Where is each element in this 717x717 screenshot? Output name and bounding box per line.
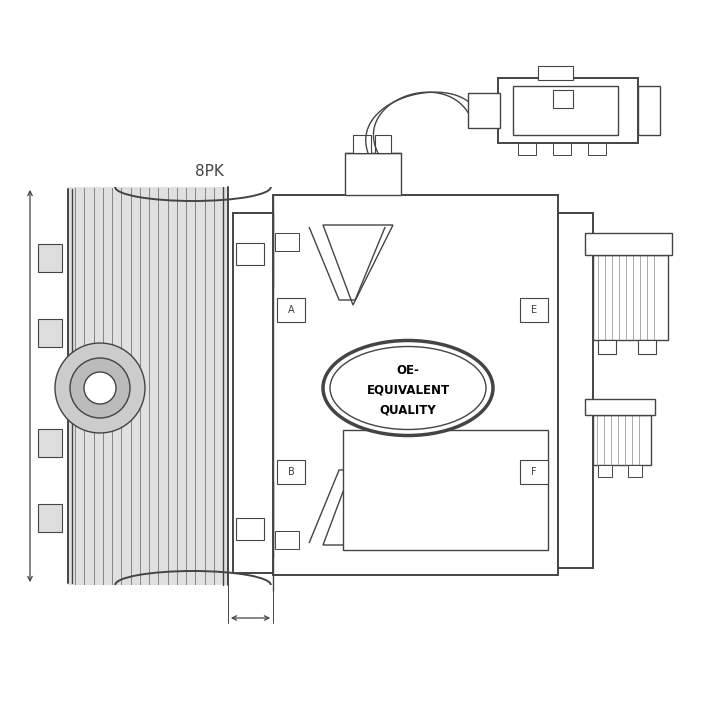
Bar: [520, 460, 548, 484]
Ellipse shape: [323, 341, 493, 435]
Bar: [38, 429, 62, 457]
Bar: [585, 233, 672, 255]
Bar: [275, 233, 299, 251]
Bar: [598, 340, 616, 354]
Bar: [353, 135, 371, 153]
Bar: [628, 465, 642, 477]
Bar: [468, 93, 500, 128]
Bar: [68, 187, 228, 585]
Bar: [585, 399, 655, 415]
Text: F: F: [531, 467, 537, 477]
Bar: [558, 213, 593, 568]
Ellipse shape: [330, 346, 486, 429]
Text: E: E: [531, 305, 537, 315]
Bar: [233, 213, 273, 573]
Text: EQUIVALENT: EQUIVALENT: [366, 384, 450, 397]
Bar: [518, 143, 536, 155]
Bar: [271, 213, 273, 288]
Bar: [553, 143, 571, 155]
Text: A: A: [288, 305, 294, 315]
Bar: [236, 243, 264, 265]
Text: OE-: OE-: [397, 364, 419, 376]
Bar: [343, 430, 548, 550]
Text: 8PK: 8PK: [195, 164, 224, 179]
Circle shape: [84, 372, 116, 404]
Bar: [498, 78, 638, 143]
Bar: [273, 195, 558, 575]
Bar: [513, 86, 618, 135]
Text: QUALITY: QUALITY: [379, 404, 437, 417]
Circle shape: [70, 358, 130, 418]
Polygon shape: [323, 465, 393, 545]
Bar: [275, 531, 299, 549]
Polygon shape: [323, 225, 393, 305]
Bar: [638, 340, 656, 354]
Circle shape: [55, 343, 145, 433]
Bar: [345, 153, 401, 195]
Bar: [271, 482, 273, 557]
Text: B: B: [288, 467, 295, 477]
Bar: [593, 415, 651, 465]
Bar: [598, 465, 612, 477]
Bar: [38, 319, 62, 347]
Bar: [520, 298, 548, 322]
Bar: [588, 143, 606, 155]
Bar: [375, 135, 391, 153]
Bar: [277, 298, 305, 322]
Bar: [538, 66, 573, 80]
Bar: [593, 255, 668, 340]
Bar: [38, 504, 62, 532]
Bar: [38, 244, 62, 272]
Bar: [236, 518, 264, 540]
Bar: [277, 460, 305, 484]
Bar: [553, 90, 573, 108]
Bar: [638, 86, 660, 135]
